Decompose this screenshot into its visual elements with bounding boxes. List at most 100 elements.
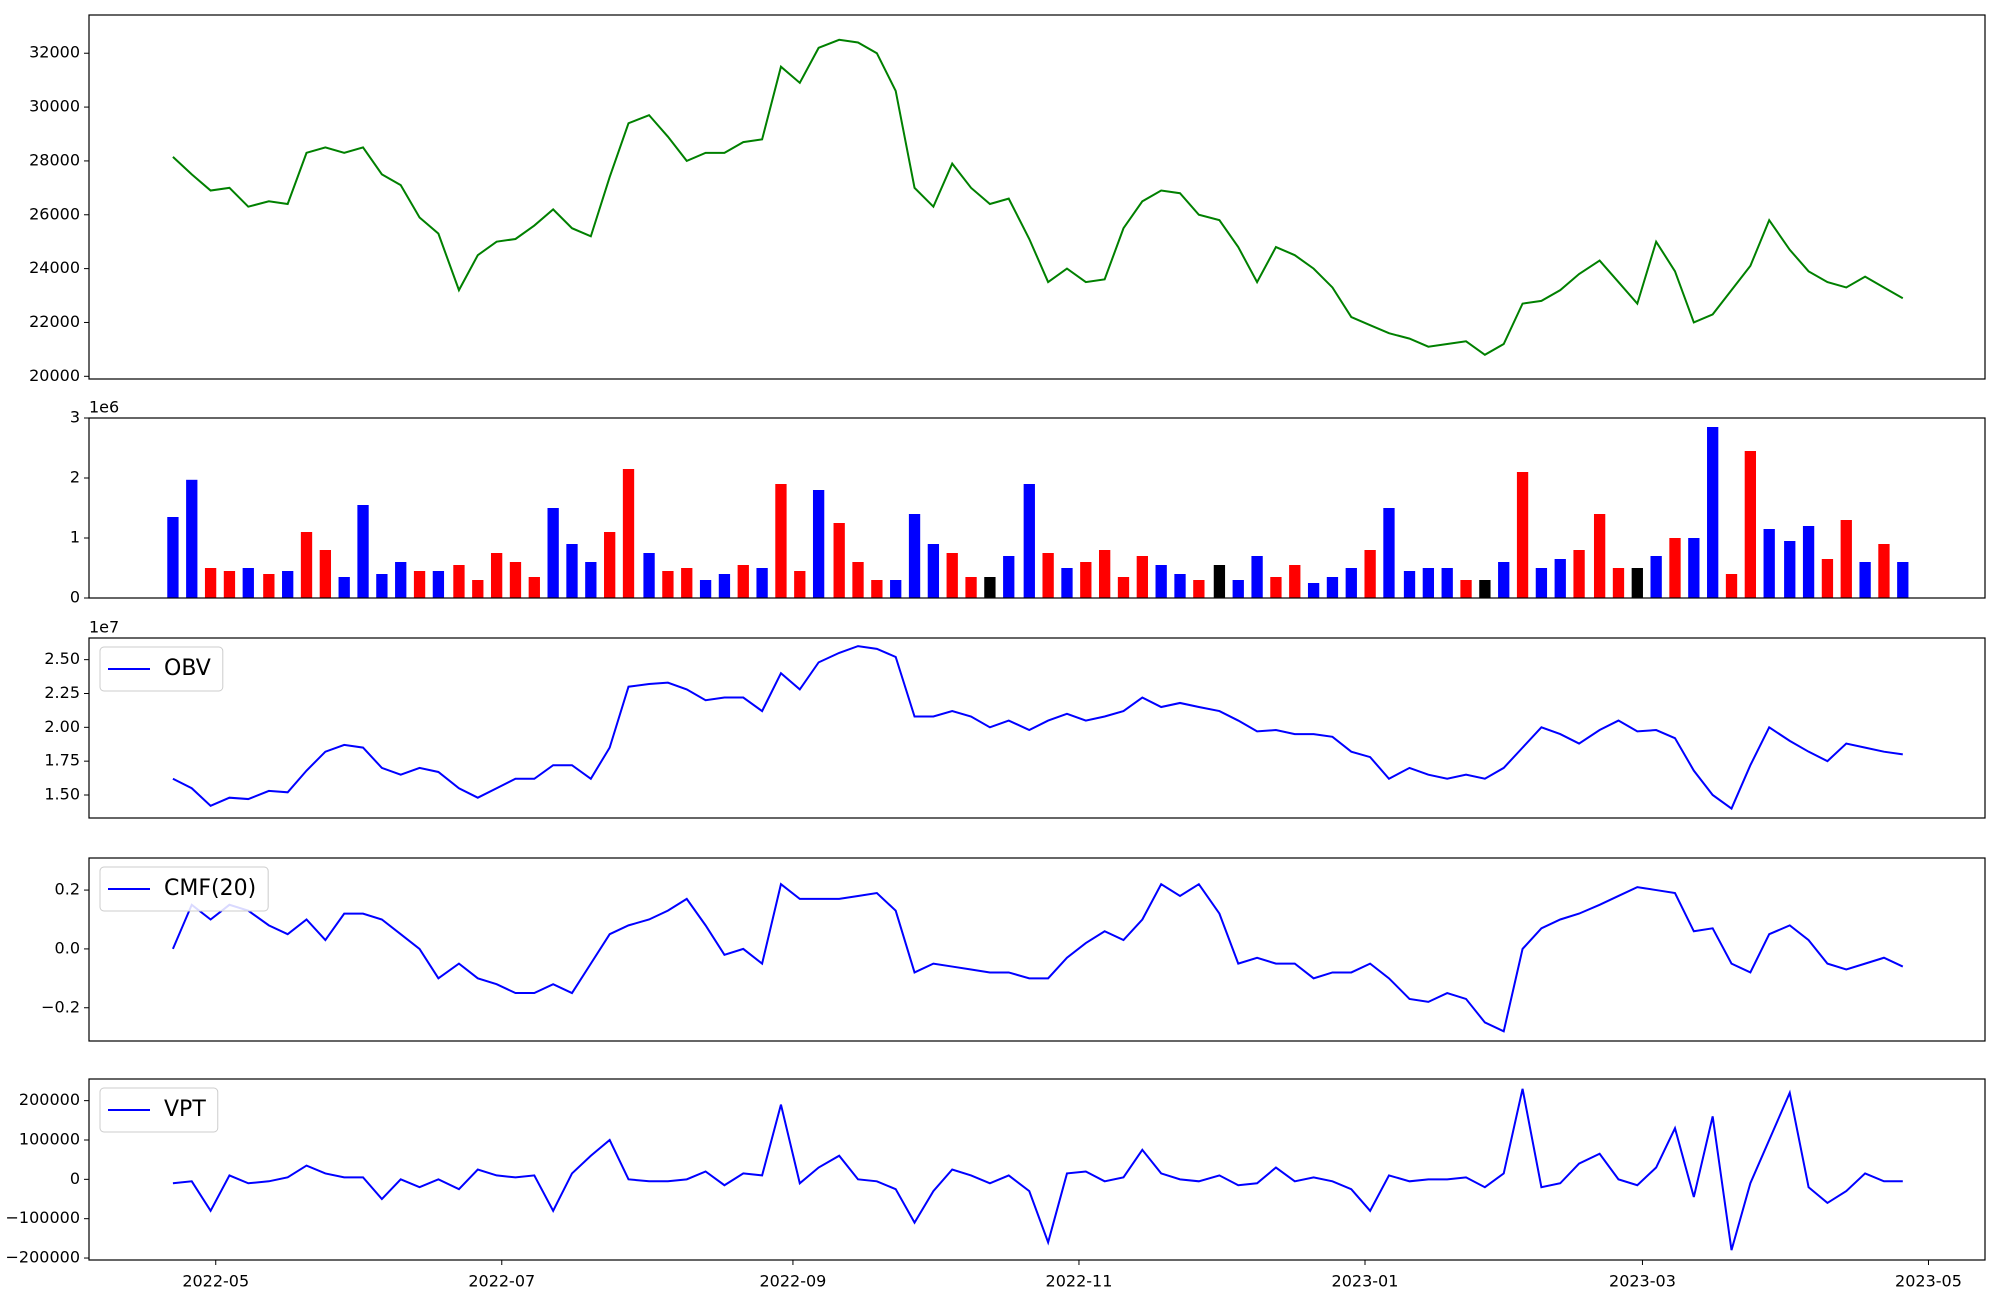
volume-bar [1422, 568, 1435, 598]
volume-bar [1821, 559, 1834, 598]
x-tick-label: 2022-07 [468, 1272, 535, 1291]
y-tick-label: 0.2 [55, 880, 80, 899]
y-tick-label: 0.0 [55, 938, 80, 957]
volume-bar [413, 571, 426, 598]
y-tick-label: 28000 [29, 150, 80, 169]
volume-bar [1155, 565, 1167, 598]
y-tick-label: 26000 [29, 204, 80, 223]
volume-bar [1193, 580, 1205, 598]
y-tick-label: 2.25 [44, 683, 80, 702]
volume-bar [432, 571, 445, 598]
volume-bar [1479, 580, 1491, 598]
volume-bar [1136, 556, 1148, 598]
y-tick-label: 0 [70, 588, 80, 607]
volume-bar [756, 568, 768, 598]
volume-bar [319, 550, 332, 598]
volume-bar [395, 562, 407, 598]
volume-bar [1763, 529, 1775, 598]
volume-bar [1593, 514, 1606, 598]
y-tick-label: 1.50 [44, 784, 80, 803]
data-line [172, 645, 1903, 811]
y-tick-label: 200000 [19, 1090, 80, 1109]
volume-bar [1859, 562, 1871, 598]
volume-bar [1042, 553, 1054, 598]
x-tick-label: 2023-01 [1332, 1272, 1399, 1291]
volume-bar [1669, 538, 1681, 598]
volume-bar [167, 517, 179, 598]
volume-bar [1232, 580, 1244, 598]
volume-bar [1650, 556, 1662, 598]
volume-bar [927, 544, 940, 598]
volume-bar [775, 484, 787, 598]
volume-bar [263, 574, 275, 598]
volume-bar [528, 577, 540, 598]
x-tick-label: 2022-05 [182, 1272, 249, 1291]
axes-frame [88, 14, 1986, 380]
axes-frame [88, 857, 1986, 1042]
volume-bar [338, 577, 350, 598]
volume-bar [833, 523, 845, 598]
x-tick-label: 2023-05 [1895, 1272, 1962, 1291]
volume-bar [699, 580, 712, 598]
y-tick-label: −100000 [6, 1208, 80, 1227]
volume-bar [965, 577, 977, 598]
volume-bar [1307, 583, 1320, 598]
volume-bar [1117, 577, 1130, 598]
volume-bar [1003, 556, 1015, 598]
volume-bar [1289, 565, 1301, 598]
volume-bar [1535, 568, 1548, 598]
volume-bar [1784, 541, 1796, 598]
legend-box [99, 646, 224, 692]
volume-bar [472, 580, 484, 598]
y-tick-label: 22000 [29, 312, 80, 331]
volume-bar [984, 577, 996, 598]
volume-bar [1878, 544, 1890, 598]
legend-label: VPT [164, 1097, 206, 1122]
volume-bar [1612, 568, 1625, 598]
volume-bar [622, 469, 635, 598]
volume-bar [1897, 562, 1909, 598]
volume-bar [681, 568, 693, 598]
volume-bar [1725, 574, 1738, 598]
y-tick-label: 30000 [29, 97, 80, 116]
volume-bar [204, 568, 217, 598]
volume-bar [242, 568, 254, 598]
volume-bar [1441, 568, 1453, 598]
volume-bar [1326, 577, 1339, 598]
volume-bar [186, 479, 198, 598]
volume-bar [1554, 559, 1566, 598]
volume-bar [509, 562, 522, 598]
x-tick-label: 2022-09 [760, 1272, 827, 1291]
y-tick-label: −0.2 [41, 997, 80, 1016]
volume-bar [1707, 427, 1719, 598]
y-tick-label: 1.75 [44, 751, 80, 770]
volume-bar [1460, 580, 1472, 598]
volume-bar [718, 574, 731, 598]
legend-box [99, 866, 269, 912]
volume-bar [662, 571, 674, 598]
volume-bar [223, 571, 236, 598]
y-tick-label: 20000 [29, 366, 80, 385]
offset-label: 1e7 [89, 618, 119, 637]
axes-frame [88, 637, 1986, 819]
volume-bar [1213, 565, 1226, 598]
volume-bar [871, 580, 883, 598]
y-tick-label: 0 [70, 1169, 80, 1188]
volume-bar [300, 532, 313, 598]
y-tick-label: 24000 [29, 258, 80, 277]
volume-bar [1383, 508, 1395, 598]
volume-bar [1744, 451, 1757, 598]
volume-bar [1631, 568, 1643, 598]
volume-bar [890, 580, 902, 598]
y-tick-label: 2.00 [44, 717, 80, 736]
volume-bar [1023, 484, 1035, 598]
volume-bar [1251, 556, 1263, 598]
volume-bar [737, 565, 749, 598]
volume-bar [794, 571, 806, 598]
volume-bar [1099, 550, 1111, 598]
y-tick-label: 32000 [29, 43, 80, 62]
y-tick-label: 3 [70, 408, 80, 427]
axes-frame [88, 417, 1986, 599]
volume-bar [453, 565, 465, 598]
